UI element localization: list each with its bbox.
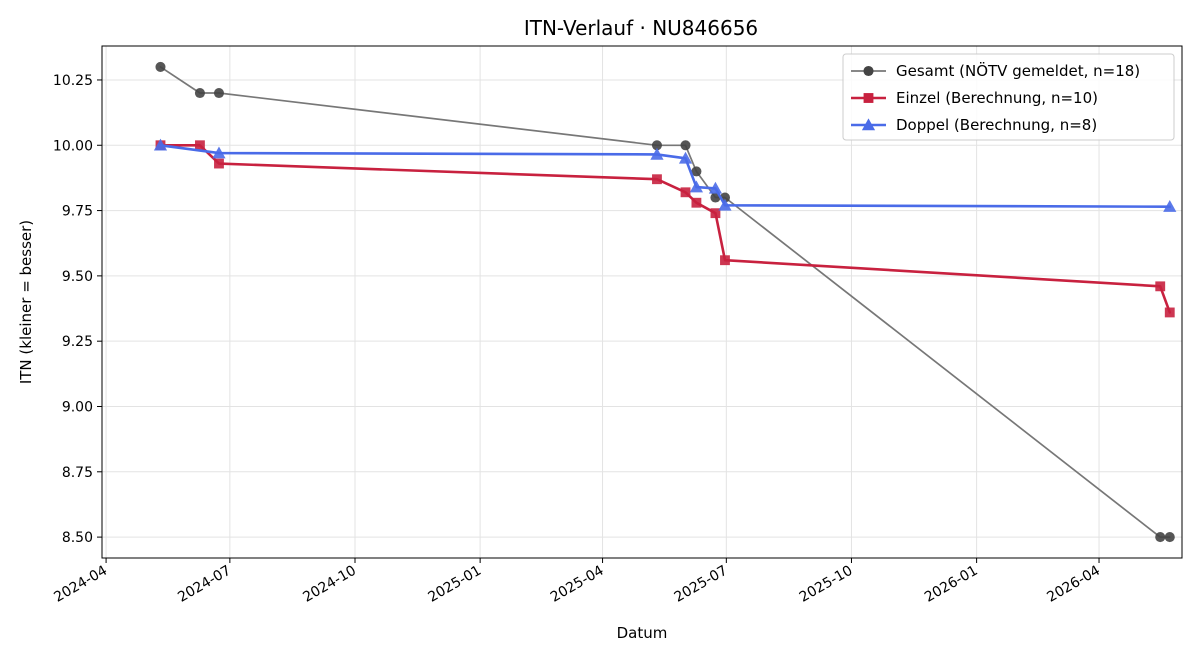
- y-tick-label: 8.50: [62, 530, 93, 546]
- series-line: [159, 144, 1172, 314]
- y-tick-label: 9.25: [62, 334, 93, 350]
- y-tick-label: 10.25: [53, 73, 93, 89]
- legend-label: Doppel (Berechnung, n=8): [896, 116, 1097, 134]
- data-point: [691, 197, 702, 208]
- data-point: [214, 158, 224, 169]
- data-point: [1155, 281, 1166, 292]
- legend-marker: [861, 118, 876, 131]
- chart-title: ITN-Verlauf · NU846656: [524, 16, 758, 40]
- y-axis-label: ITN (kleiner = besser): [17, 220, 35, 384]
- y-tick-label: 9.75: [62, 204, 93, 220]
- legend-label: Gesamt (NÖTV gemeldet, n=18): [896, 61, 1140, 80]
- data-point: [710, 208, 721, 219]
- data-point: [720, 255, 730, 266]
- plot-frame: [101, 45, 1183, 559]
- legend-label: Einzel (Berechnung, n=10): [896, 89, 1098, 107]
- y-tick-label: 8.75: [62, 465, 93, 481]
- legend-marker: [863, 65, 874, 77]
- legend: Gesamt (NÖTV gemeldet, n=18) Einzel (Bere…: [842, 53, 1175, 141]
- data-point: [1164, 307, 1175, 318]
- data-point: [680, 140, 691, 151]
- series-1: [155, 61, 1175, 543]
- data-point: [652, 174, 662, 185]
- data-point: [1155, 532, 1166, 543]
- data-point: [689, 180, 704, 193]
- data-point: [680, 187, 691, 198]
- legend-marker: [863, 93, 874, 103]
- x-axis-label: Datum: [617, 624, 668, 642]
- data-point: [708, 181, 723, 194]
- data-point: [651, 140, 663, 151]
- data-point: [691, 166, 702, 177]
- data-point: [194, 87, 205, 99]
- data-point: [153, 138, 168, 151]
- series-line: [159, 66, 1171, 538]
- data-point: [718, 198, 732, 211]
- data-point: [212, 146, 226, 159]
- data-point: [678, 151, 693, 164]
- series-layer: [153, 61, 1177, 543]
- data-point: [213, 87, 225, 99]
- y-axis: 8.50 8.75 9.00 9.25 9.50 9.75 10.00 10.25: [53, 73, 102, 546]
- data-point: [1164, 532, 1175, 543]
- legend-item: Gesamt (NÖTV gemeldet, n=18): [851, 61, 1140, 80]
- legend-item: Doppel (Berechnung, n=8): [851, 116, 1097, 134]
- legend-item: Einzel (Berechnung, n=10): [851, 89, 1098, 107]
- data-point: [1163, 200, 1177, 212]
- data-point: [195, 140, 205, 151]
- grid-layer: [102, 46, 1182, 558]
- data-point: [155, 61, 166, 72]
- data-point: [650, 147, 664, 160]
- y-tick-label: 9.00: [62, 399, 93, 415]
- y-tick-label: 10.00: [53, 138, 93, 154]
- series-3: [153, 138, 1177, 212]
- legend-box: [842, 53, 1175, 141]
- y-tick-label: 9.50: [62, 269, 93, 285]
